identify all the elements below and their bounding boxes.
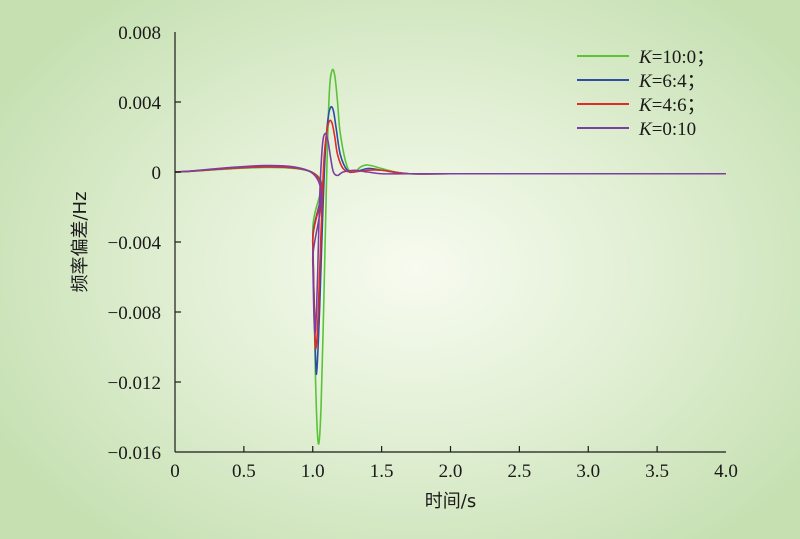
y-tick-label: 0.008 <box>118 23 161 44</box>
series-line-2 <box>174 119 726 350</box>
legend-label-suffix: =0:10 <box>652 119 697 140</box>
x-axis-title: 时间/s <box>425 491 476 512</box>
legend-label-suffix: =6:4； <box>652 71 706 92</box>
x-tick-label: 1.0 <box>301 461 325 482</box>
legend-label-suffix: =4:6； <box>652 95 706 116</box>
legend: K=10:0；K=6:4；K=4:6；K=0:10 <box>577 47 715 140</box>
y-tick-label: −0.012 <box>108 373 161 394</box>
y-tick-label: −0.004 <box>108 233 162 254</box>
x-tick-label: 3.5 <box>645 461 669 482</box>
series-line-1 <box>174 105 726 376</box>
legend-label: K=10:0； <box>638 47 715 68</box>
series-layer <box>174 68 726 445</box>
x-tick-label: 4.0 <box>714 461 738 482</box>
legend-label-prefix: K <box>638 47 653 68</box>
series-line-3 <box>174 132 726 334</box>
x-tick-label: 2.5 <box>508 461 532 482</box>
legend-label-prefix: K <box>638 95 653 116</box>
y-tick-label: 0.004 <box>118 93 161 114</box>
x-tick-label: 0.5 <box>232 461 256 482</box>
legend-label: K=4:6； <box>638 95 706 116</box>
x-tick-label: 2.0 <box>439 461 463 482</box>
y-tick-label: −0.016 <box>108 443 161 464</box>
y-axis-title: 频率偏差/Hz <box>70 191 91 292</box>
ticks: 0.008 0.004 0 −0.004 −0.008 −0.012 −0.016 0 0.5 1… <box>108 23 738 482</box>
x-tick-label: 3.0 <box>576 461 600 482</box>
legend-label: K=0:10 <box>638 119 696 140</box>
legend-label-prefix: K <box>638 71 653 92</box>
x-tick-label: 1.5 <box>370 461 394 482</box>
y-tick-label: 0 <box>152 163 162 184</box>
y-tick-label: −0.008 <box>108 303 161 324</box>
legend-label-prefix: K <box>638 119 653 140</box>
legend-label-suffix: =10:0； <box>652 47 716 68</box>
legend-label: K=6:4； <box>638 71 706 92</box>
x-tick-label: 0 <box>170 461 180 482</box>
